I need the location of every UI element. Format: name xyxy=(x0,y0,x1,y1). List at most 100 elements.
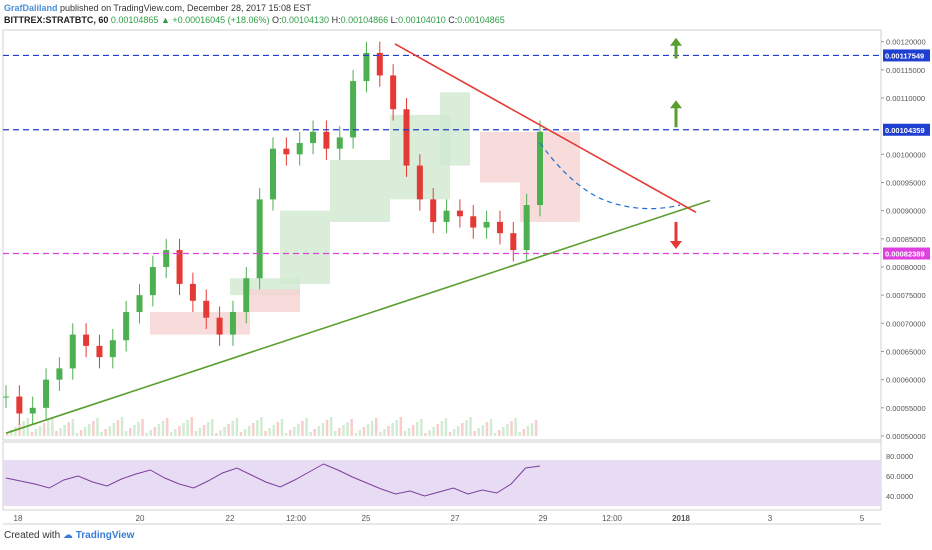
volume-bar xyxy=(124,431,128,436)
up-arrow-icon xyxy=(670,100,682,109)
candle-body xyxy=(16,396,23,414)
candle-body xyxy=(123,312,130,341)
volume-bar xyxy=(506,424,509,436)
volume-bar xyxy=(256,420,259,436)
volume-bar xyxy=(280,419,284,436)
volume-bar xyxy=(297,424,300,436)
volume-bar xyxy=(473,431,476,436)
candle-body xyxy=(243,278,250,313)
volume-bar xyxy=(370,421,374,436)
volume-bar xyxy=(350,419,353,436)
candle-body xyxy=(496,221,503,234)
high-label: H: xyxy=(331,15,341,25)
volume-bar xyxy=(227,424,230,436)
volume-bar xyxy=(530,423,534,436)
candle-body xyxy=(29,407,36,414)
volume-bar xyxy=(444,418,448,436)
volume-bar xyxy=(317,426,321,436)
volume-bar xyxy=(243,429,247,436)
candle-body xyxy=(376,52,383,76)
volume-bar xyxy=(63,425,66,436)
volume-bar xyxy=(174,429,177,436)
time-axis[interactable]: 18 20 22 12:00 25 27 29 12:00 2018 3 5 xyxy=(14,514,865,523)
time-tick-label: 2018 xyxy=(672,514,690,523)
volume-bar xyxy=(194,431,198,436)
volume-bar xyxy=(223,427,226,436)
rsi-line xyxy=(5,463,541,497)
price-badges: 0.00117549 0.00104359 0.00082389 xyxy=(883,49,930,260)
candle-body xyxy=(270,148,276,200)
volume-bar xyxy=(522,429,526,436)
candle-body xyxy=(203,300,210,318)
trend-lines[interactable] xyxy=(5,43,711,434)
candle-body xyxy=(229,312,236,335)
candle-body xyxy=(390,75,397,110)
low-value: 0.00104010 xyxy=(398,15,446,25)
volume-bar xyxy=(133,425,136,436)
volume-bar xyxy=(510,421,513,436)
candle-body xyxy=(163,250,170,267)
price-axis[interactable]: 0.00120000 0.00115000 0.00110000 0.00100000… xyxy=(881,38,926,441)
low-label: L: xyxy=(390,15,399,25)
price-badge xyxy=(883,247,930,260)
candle-body xyxy=(443,210,450,222)
volume-bar xyxy=(428,430,431,436)
volume-bar xyxy=(354,433,357,436)
volume-bar xyxy=(6,433,9,436)
candle-body xyxy=(189,283,196,301)
volume-bar xyxy=(342,425,345,436)
publish-line: GrafDaliland published on TradingView.co… xyxy=(4,2,505,14)
rsi-tick-label: 60.0000 xyxy=(886,472,913,481)
volume-bar xyxy=(14,427,17,436)
support-trendline xyxy=(5,199,711,434)
volume-bar xyxy=(416,422,419,436)
ohlc-line: BITTREX:STRATBTC, 60 0.00104865 ▲ +0.000… xyxy=(4,14,505,26)
price-tick-label: 0.00085000 xyxy=(886,235,926,244)
horizontal-levels[interactable] xyxy=(3,54,881,255)
volume-bar xyxy=(272,425,275,436)
created-with-text: Created with xyxy=(4,530,61,541)
volume-bar xyxy=(502,427,505,436)
volume-bar xyxy=(457,426,460,436)
change-arrow-icon: ▲ xyxy=(160,15,170,25)
chart-header: GrafDaliland published on TradingView.co… xyxy=(4,2,505,26)
volume-bar xyxy=(481,425,485,436)
candle-body xyxy=(363,52,370,82)
price-badge-label: 0.00104359 xyxy=(885,126,925,135)
volume-bar xyxy=(145,433,148,436)
volume-bar xyxy=(362,427,366,436)
candle-body xyxy=(323,131,330,149)
volume-bar xyxy=(112,423,116,436)
volume-bar xyxy=(59,428,62,436)
price-tick-label: 0.00070000 xyxy=(886,319,926,328)
candle-body xyxy=(283,148,290,155)
volume-bar xyxy=(268,428,271,436)
volume-bar xyxy=(186,420,189,436)
volume-bar xyxy=(465,420,468,436)
author-link[interactable]: GrafDaliland xyxy=(4,3,58,13)
volume-bar xyxy=(137,422,140,436)
volume-bar xyxy=(51,417,54,436)
volume-bar xyxy=(489,419,493,436)
tradingview-brand[interactable]: TradingView xyxy=(75,530,135,541)
candle-body xyxy=(416,165,423,200)
rsi-path xyxy=(5,463,541,497)
volume-bar xyxy=(211,419,214,436)
candle-body xyxy=(109,340,116,358)
price-tick-label: 0.00055000 xyxy=(886,404,926,413)
price-tick-label: 0.00050000 xyxy=(886,432,926,441)
volume-bar xyxy=(104,429,107,436)
volume-bar xyxy=(346,422,349,436)
candle-body xyxy=(310,131,317,144)
symbol-label[interactable]: BITTREX:STRATBTC, 60 xyxy=(4,15,109,25)
candle-body xyxy=(470,216,477,228)
rsi-axis: 80.0000 60.0000 40.0000 xyxy=(886,452,913,501)
candle-body xyxy=(510,233,517,251)
volume-bar xyxy=(526,426,530,436)
resistance-trendline xyxy=(394,43,697,214)
price-tick-label: 0.00090000 xyxy=(886,207,926,216)
volume-bar xyxy=(215,433,218,436)
volume-bar xyxy=(30,432,34,436)
price-badge xyxy=(883,123,930,136)
